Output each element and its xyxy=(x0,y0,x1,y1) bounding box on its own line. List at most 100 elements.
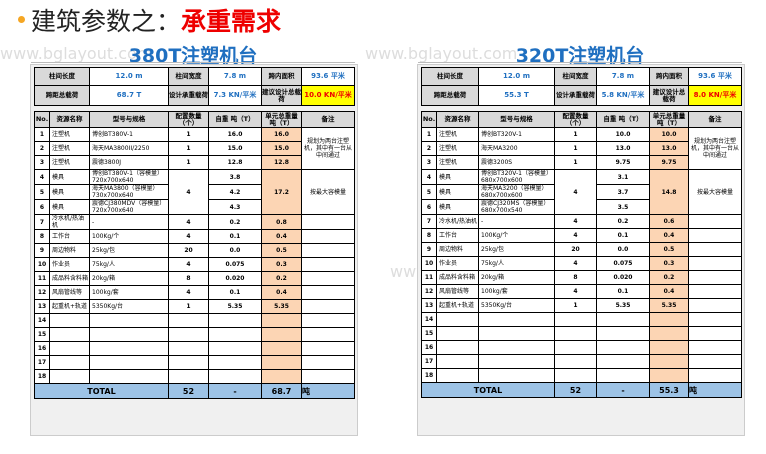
quantity: 4 xyxy=(168,169,209,215)
self-weight: 0.075 xyxy=(208,257,262,272)
resource-name: 冷水机/热油机 xyxy=(49,214,90,230)
resource-name: 起重机+轨道 xyxy=(436,298,479,313)
row-number: 17 xyxy=(421,354,437,369)
table-row: 9 周边物料 25kg/包 20 0.0 0.5 xyxy=(421,242,742,257)
self-weight: 5.35 xyxy=(596,298,650,313)
quantity: 1 xyxy=(554,127,597,142)
model-spec: 震德3200S xyxy=(478,155,555,170)
unit-total-weight: 0.3 xyxy=(649,256,689,271)
resource-name xyxy=(436,354,479,369)
remark xyxy=(688,256,742,271)
quantity: 4 xyxy=(554,284,597,299)
quantity: 4 xyxy=(554,214,597,229)
quantity: 20 xyxy=(168,243,209,258)
self-weight: 0.1 xyxy=(208,285,262,300)
unit-total-weight: 16.0 xyxy=(261,127,302,142)
param-w_label: 柱间宽度 xyxy=(554,67,597,86)
quantity: 4 xyxy=(168,229,209,244)
column-header: 备注 xyxy=(301,111,355,128)
column-header: 型号与规格 xyxy=(478,111,555,128)
table-row: 13 起重机+轨道 5350Kg/台 1 5.35 5.35 xyxy=(421,298,742,313)
resource-name: 成品料含料箱 xyxy=(436,270,479,285)
row-number: 15 xyxy=(421,326,437,341)
load-table-0: 柱间长度 12.0 m 柱间宽度 7.8 m 跨内面积 93.6 平米 跨距总载荷 68.7… xyxy=(30,64,358,436)
remark: 按最大容模量 xyxy=(688,169,742,215)
remark xyxy=(301,355,355,370)
quantity: 8 xyxy=(168,271,209,286)
param-s_label: 建议设计总载荷 xyxy=(261,85,302,106)
table-row: 17 xyxy=(421,354,742,369)
remark xyxy=(301,299,355,314)
self-weight xyxy=(208,341,262,356)
model-spec: 博创BT320V-1 xyxy=(478,127,555,142)
table-row: 1 注塑机 博创BT380V-1 1 16.0 16.0 规划为两台注塑机，其中有一台从… xyxy=(34,127,355,170)
param-s_val: 8.0 KN/平米 xyxy=(688,85,742,106)
remark xyxy=(688,284,742,299)
quantity xyxy=(168,327,209,342)
remark xyxy=(688,340,742,355)
unit-total-weight: 0.4 xyxy=(649,228,689,243)
unit-total-weight: 10.0 xyxy=(649,127,689,142)
self-weight: 0.2 xyxy=(596,214,650,229)
table-row: 4 模具 博创BT380V-1（容模量）720x700x640 4 3.8 17.2 按… xyxy=(34,169,355,215)
remark xyxy=(301,243,355,258)
table-row: 2 注塑机 海天MA3800II/2250 1 15.0 15.0 xyxy=(34,141,355,156)
self-weight xyxy=(596,354,650,369)
table-row: 14 xyxy=(421,312,742,327)
table-row: 10 作业员 75kg/人 4 0.075 0.3 xyxy=(421,256,742,271)
model-spec: 25kg/包 xyxy=(478,242,555,257)
table-row: 12 风扇管线等 100kg/套 4 0.1 0.4 xyxy=(34,285,355,300)
self-weight xyxy=(208,369,262,384)
remark xyxy=(301,214,355,230)
unit-total-weight: 0.4 xyxy=(649,284,689,299)
unit-total-weight: 12.8 xyxy=(261,155,302,170)
column-header: 型号与规格 xyxy=(89,111,169,128)
resource-name: 注塑机 xyxy=(49,141,90,156)
unit-total-weight: 0.6 xyxy=(649,214,689,229)
unit-total-weight: 9.75 xyxy=(649,155,689,170)
self-weight: 0.020 xyxy=(208,271,262,286)
model-spec xyxy=(478,354,555,369)
unit-total-weight: 0.2 xyxy=(261,271,302,286)
param-s_val: 10.0 KN/平米 xyxy=(301,85,355,106)
quantity xyxy=(554,354,597,369)
table-row: 16 xyxy=(34,341,355,356)
model-spec: 海天MA3200（容模量）680x700x600 xyxy=(478,184,555,200)
table-row: 17 xyxy=(34,355,355,370)
table-row: 3 注塑机 震德3800J 1 12.8 12.8 xyxy=(34,155,355,170)
quantity: 1 xyxy=(554,298,597,313)
remark xyxy=(688,242,742,257)
model-spec xyxy=(89,341,169,356)
row-number: 18 xyxy=(421,368,437,383)
resource-name: 冷水机/热油机 xyxy=(436,214,479,229)
param-s_label: 建议设计总载荷 xyxy=(649,85,689,106)
total-row: TOTAL 52- 55.3 吨 xyxy=(421,382,742,398)
table-row: 9 周边物料 25kg/包 20 0.0 0.5 xyxy=(34,243,355,258)
remark xyxy=(688,228,742,243)
param-d_val: 7.3 KN/平米 xyxy=(208,85,262,106)
column-header: 单元总重量 吨（T） xyxy=(649,111,689,128)
resource-name xyxy=(49,341,90,356)
self-weight: 0.0 xyxy=(208,243,262,258)
column-header: No. xyxy=(421,111,437,128)
row-number: 5 xyxy=(34,184,50,200)
table-row: 7 冷水机/热油机 -4 0.2 0.6 xyxy=(421,214,742,229)
unit-total-weight xyxy=(649,368,689,383)
model-spec: 25kg/包 xyxy=(89,243,169,258)
resource-name: 模具 xyxy=(49,184,90,200)
row-number: 2 xyxy=(34,141,50,156)
row-number: 7 xyxy=(34,214,50,230)
resource-name: 周边物料 xyxy=(436,242,479,257)
remark xyxy=(301,313,355,328)
param-l_val: 12.0 m xyxy=(89,67,169,86)
row-number: 7 xyxy=(421,214,437,229)
model-spec: 海天MA3800II/2250 xyxy=(89,141,169,156)
total-unit: 吨 xyxy=(688,382,742,398)
total-row: TOTAL 52- 68.7 吨 xyxy=(34,383,355,399)
param-t_val: 55.3 T xyxy=(478,85,555,106)
bullet-icon xyxy=(18,15,25,23)
model-spec: 20kg/箱 xyxy=(478,270,555,285)
remark xyxy=(301,327,355,342)
table-row: 15 xyxy=(421,326,742,341)
quantity xyxy=(554,326,597,341)
